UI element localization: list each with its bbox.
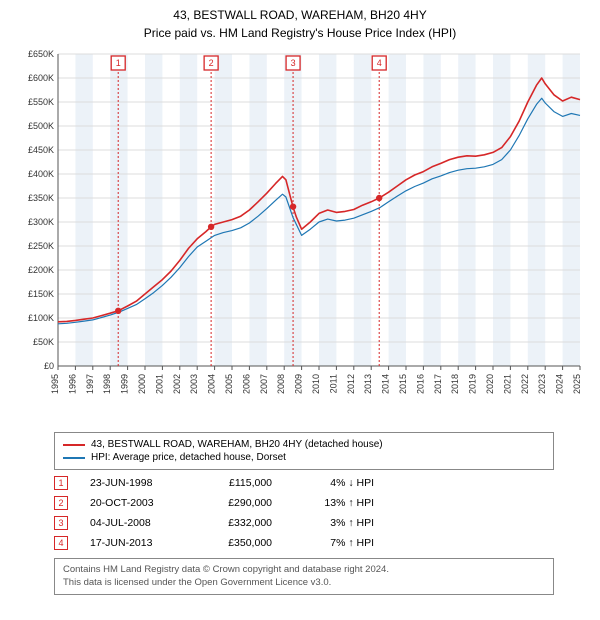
transaction-price: £115,000 <box>202 477 272 489</box>
title-block: 43, BESTWALL ROAD, WAREHAM, BH20 4HY Pri… <box>10 6 590 42</box>
footnote-line: This data is licensed under the Open Gov… <box>63 576 545 589</box>
svg-text:1996: 1996 <box>67 374 77 394</box>
svg-text:2021: 2021 <box>502 374 512 394</box>
chart-area: £0 £50K £100K £150K £200K £250K £300K £350K £400… <box>10 46 590 426</box>
svg-text:2009: 2009 <box>294 374 304 394</box>
svg-text:£0: £0 <box>44 361 54 371</box>
svg-text:£100K: £100K <box>28 313 54 323</box>
svg-text:£350K: £350K <box>28 193 54 203</box>
transaction-date: 04-JUL-2008 <box>90 517 180 529</box>
transactions-table: 1 23-JUN-1998 £115,000 4% ↓ HPI 2 20-OCT-2003… <box>54 476 590 550</box>
legend-label-property: 43, BESTWALL ROAD, WAREHAM, BH20 4HY (de… <box>91 439 383 450</box>
svg-text:2010: 2010 <box>311 374 321 394</box>
svg-text:2012: 2012 <box>346 374 356 394</box>
svg-text:2006: 2006 <box>241 374 251 394</box>
svg-text:1: 1 <box>116 58 121 68</box>
svg-text:2014: 2014 <box>381 374 391 394</box>
svg-text:2000: 2000 <box>137 374 147 394</box>
svg-text:£550K: £550K <box>28 97 54 107</box>
transaction-row: 1 23-JUN-1998 £115,000 4% ↓ HPI <box>54 476 590 490</box>
transaction-delta: 13% ↑ HPI <box>294 497 374 509</box>
svg-text:£650K: £650K <box>28 49 54 59</box>
footnote-line: Contains HM Land Registry data © Crown c… <box>63 563 545 576</box>
svg-text:1998: 1998 <box>102 374 112 394</box>
transaction-marker: 2 <box>54 496 68 510</box>
legend: 43, BESTWALL ROAD, WAREHAM, BH20 4HY (de… <box>54 432 554 470</box>
svg-text:2: 2 <box>209 58 214 68</box>
svg-text:2015: 2015 <box>398 374 408 394</box>
title-address: 43, BESTWALL ROAD, WAREHAM, BH20 4HY <box>10 6 590 24</box>
svg-text:£450K: £450K <box>28 145 54 155</box>
svg-text:£50K: £50K <box>33 337 54 347</box>
transaction-marker: 4 <box>54 536 68 550</box>
transaction-price: £290,000 <box>202 497 272 509</box>
transaction-marker: 3 <box>54 516 68 530</box>
transaction-delta: 3% ↑ HPI <box>294 517 374 529</box>
title-subtitle: Price paid vs. HM Land Registry's House … <box>10 24 590 42</box>
svg-text:2023: 2023 <box>537 374 547 394</box>
svg-text:3: 3 <box>291 58 296 68</box>
svg-text:2003: 2003 <box>189 374 199 394</box>
legend-row: 43, BESTWALL ROAD, WAREHAM, BH20 4HY (de… <box>63 439 545 450</box>
transaction-row: 4 17-JUN-2013 £350,000 7% ↑ HPI <box>54 536 590 550</box>
transaction-marker: 1 <box>54 476 68 490</box>
transaction-date: 23-JUN-1998 <box>90 477 180 489</box>
svg-text:1997: 1997 <box>85 374 95 394</box>
transaction-price: £350,000 <box>202 537 272 549</box>
svg-text:£400K: £400K <box>28 169 54 179</box>
svg-text:4: 4 <box>377 58 382 68</box>
transaction-delta: 7% ↑ HPI <box>294 537 374 549</box>
transaction-delta: 4% ↓ HPI <box>294 477 374 489</box>
svg-text:1995: 1995 <box>50 374 60 394</box>
svg-text:2018: 2018 <box>450 374 460 394</box>
svg-text:£200K: £200K <box>28 265 54 275</box>
chart-container: 43, BESTWALL ROAD, WAREHAM, BH20 4HY Pri… <box>0 0 600 601</box>
svg-text:£500K: £500K <box>28 121 54 131</box>
svg-text:£300K: £300K <box>28 217 54 227</box>
svg-text:2004: 2004 <box>207 374 217 394</box>
svg-text:£150K: £150K <box>28 289 54 299</box>
legend-swatch-hpi <box>63 457 85 459</box>
svg-text:2001: 2001 <box>154 374 164 394</box>
legend-label-hpi: HPI: Average price, detached house, Dors… <box>91 452 286 463</box>
svg-text:£250K: £250K <box>28 241 54 251</box>
svg-text:2016: 2016 <box>415 374 425 394</box>
svg-text:£600K: £600K <box>28 73 54 83</box>
svg-text:2007: 2007 <box>259 374 269 394</box>
svg-text:2020: 2020 <box>485 374 495 394</box>
svg-text:2019: 2019 <box>468 374 478 394</box>
transaction-date: 20-OCT-2003 <box>90 497 180 509</box>
legend-row: HPI: Average price, detached house, Dors… <box>63 452 545 463</box>
transaction-row: 2 20-OCT-2003 £290,000 13% ↑ HPI <box>54 496 590 510</box>
svg-text:2017: 2017 <box>433 374 443 394</box>
svg-text:2025: 2025 <box>572 374 582 394</box>
svg-text:2002: 2002 <box>172 374 182 394</box>
svg-text:2013: 2013 <box>363 374 373 394</box>
svg-text:2022: 2022 <box>520 374 530 394</box>
legend-swatch-property <box>63 444 85 446</box>
transaction-row: 3 04-JUL-2008 £332,000 3% ↑ HPI <box>54 516 590 530</box>
transaction-price: £332,000 <box>202 517 272 529</box>
svg-text:2011: 2011 <box>328 374 338 393</box>
svg-text:1999: 1999 <box>120 374 130 394</box>
transaction-date: 17-JUN-2013 <box>90 537 180 549</box>
footnote: Contains HM Land Registry data © Crown c… <box>54 558 554 595</box>
svg-text:2024: 2024 <box>555 374 565 394</box>
svg-text:2005: 2005 <box>224 374 234 394</box>
svg-text:2008: 2008 <box>276 374 286 394</box>
chart-svg: £0 £50K £100K £150K £200K £250K £300K £350K £400… <box>10 46 590 426</box>
